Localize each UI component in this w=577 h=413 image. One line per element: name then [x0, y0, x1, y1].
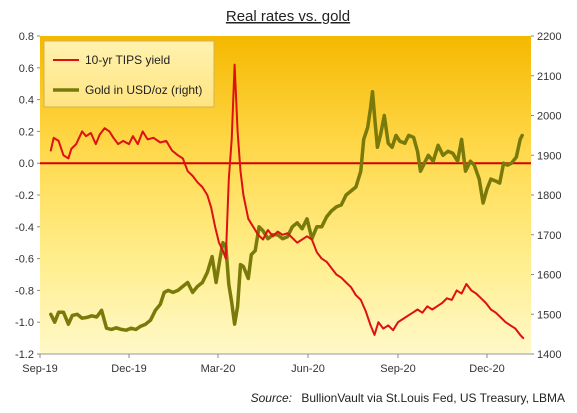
- right-tick-label: 2200: [537, 31, 561, 43]
- right-tick-label: 2100: [537, 71, 561, 83]
- x-tick-label: Dec-20: [469, 363, 504, 375]
- legend-label-tips: 10-yr TIPS yield: [85, 53, 170, 67]
- left-tick-label: -0.2: [15, 190, 34, 202]
- right-tick-label: 1500: [537, 309, 561, 321]
- x-tick-label: Sep-20: [380, 363, 415, 375]
- right-tick-label: 1700: [537, 230, 561, 242]
- left-axis-ticks: 0.8 0.6 0.4 0.2 0.0 -0.2 -0.4 -0.6 -0.8 -1.0 -1.2: [15, 31, 40, 361]
- series-layer: [49, 63, 525, 340]
- x-tick-label: Sep-19: [22, 363, 57, 375]
- right-axis-ticks: 2200 2100 2000 1900 1800 1700 1600 1500 1400: [531, 31, 561, 361]
- right-tick-label: 1400: [537, 349, 561, 361]
- source-text: BullionVault via St.Louis Fed, US Treasu…: [301, 391, 565, 405]
- right-tick-label: 1900: [537, 150, 561, 162]
- source-note: Source: BullionVault via St.Louis Fed, U…: [251, 391, 565, 405]
- gold-price-line: [49, 89, 524, 332]
- source-label: Source:: [251, 391, 292, 405]
- tips-yield-line: [49, 63, 525, 340]
- chart-title: Real rates vs. gold: [226, 8, 350, 25]
- left-tick-label: 0.4: [19, 95, 34, 107]
- right-tick-label: 1600: [537, 270, 561, 282]
- left-tick-label: 0.2: [19, 126, 34, 138]
- x-tick-label: Jun-20: [291, 363, 325, 375]
- left-tick-label: 0.8: [19, 31, 34, 43]
- x-axis-ticks: Sep-19 Dec-19 Mar-20 Jun-20 Sep-20 Dec-20: [22, 353, 531, 375]
- left-tick-label: 0.6: [19, 63, 34, 75]
- left-tick-label: 0.0: [19, 158, 34, 170]
- legend-label-gold: Gold in USD/oz (right): [85, 83, 202, 97]
- right-tick-label: 2000: [537, 111, 561, 123]
- x-tick-label: Mar-20: [201, 363, 236, 375]
- x-tick-label: Dec-19: [111, 363, 146, 375]
- left-tick-label: -1.0: [15, 317, 34, 329]
- left-tick-label: -0.6: [15, 254, 34, 266]
- right-tick-label: 1800: [537, 190, 561, 202]
- left-tick-label: -0.8: [15, 285, 34, 297]
- legend-box: [43, 40, 215, 108]
- left-tick-label: -0.4: [15, 222, 34, 234]
- legend: 10-yr TIPS yield Gold in USD/oz (right): [43, 40, 215, 108]
- left-tick-label: -1.2: [15, 349, 34, 361]
